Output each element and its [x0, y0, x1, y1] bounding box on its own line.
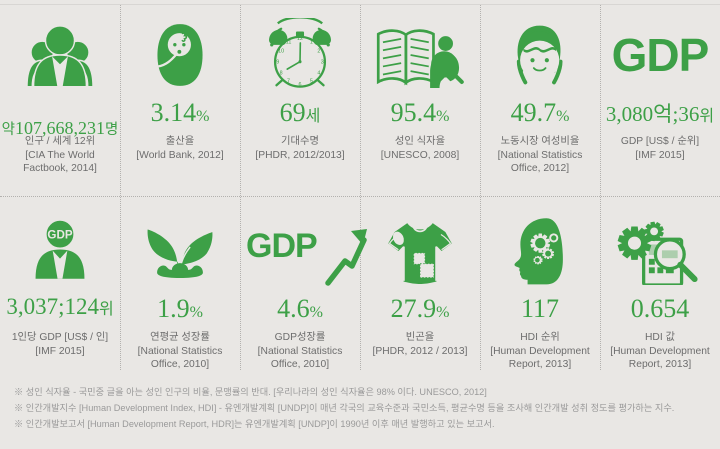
- svg-text:12: 12: [297, 36, 303, 42]
- svg-text:10: 10: [278, 48, 284, 54]
- svg-text:5: 5: [310, 79, 313, 85]
- svg-text:7: 7: [287, 79, 290, 85]
- svg-text:6: 6: [299, 82, 302, 88]
- svg-text:4: 4: [317, 71, 320, 77]
- svg-text:8: 8: [280, 71, 283, 77]
- svg-text:1: 1: [310, 40, 313, 46]
- svg-text:9: 9: [276, 60, 279, 66]
- svg-text:3: 3: [321, 60, 324, 66]
- svg-text:GDP: GDP: [47, 228, 72, 241]
- svg-text:11: 11: [286, 40, 292, 46]
- svg-text:2: 2: [317, 48, 320, 54]
